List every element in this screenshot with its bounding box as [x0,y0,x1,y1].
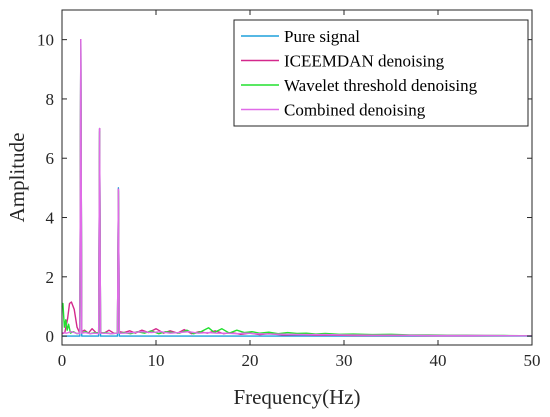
legend: Pure signal ICEEMDAN denoising Wavelet thr… [233,19,529,127]
legend-label-3: Wavelet threshold denoising [284,76,478,95]
axes-layer [61,9,533,346]
x-tick-label: 0 [58,351,67,370]
legend-label-2: ICEEMDAN denoising [284,52,445,71]
y-axis-label: Amplitude [5,133,29,223]
y-tick-label: 2 [46,268,55,287]
ticks-layer: 0 10 20 30 40 50 0 2 4 6 8 10 [37,10,541,370]
x-tick-label: 10 [148,351,165,370]
y-tick-label: 10 [37,31,54,50]
y-tick-label: 8 [46,90,55,109]
x-tick-label: 30 [336,351,353,370]
y-tick-label: 4 [46,209,55,228]
legend-box [233,19,529,127]
series-line-4 [61,38,533,337]
x-tick-label: 40 [430,351,447,370]
legend-label-1: Pure signal [284,27,360,46]
y-tick-label: 0 [46,327,55,346]
x-tick-label: 20 [242,351,259,370]
x-axis-label: Frequency(Hz) [233,385,360,409]
axes-box [61,9,533,346]
y-tick-label: 6 [46,149,55,168]
legend-label-4: Combined denoising [284,101,426,120]
x-tick-label: 50 [524,351,541,370]
series-layer [61,38,533,337]
